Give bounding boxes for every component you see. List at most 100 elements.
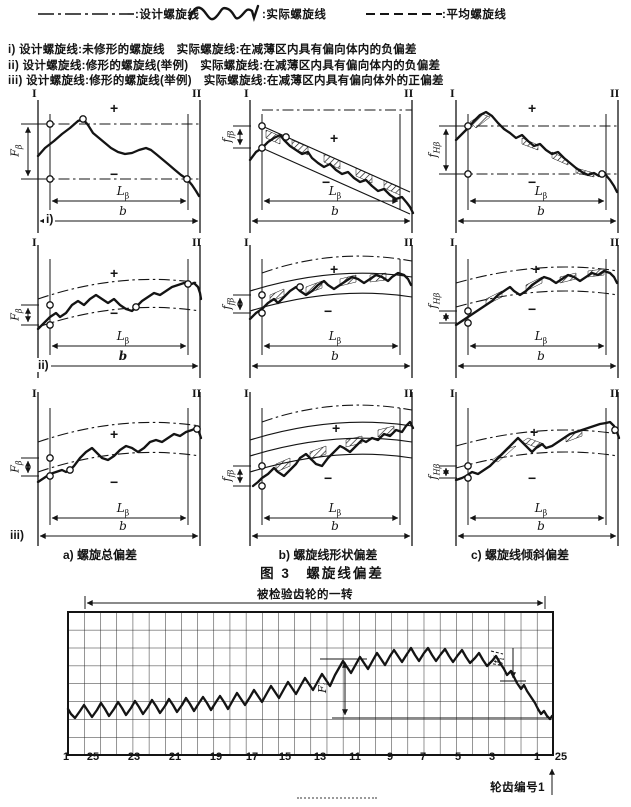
- plus-sign: +: [330, 261, 339, 277]
- datum-II: II: [404, 386, 414, 400]
- note-ii: ii) 设计螺旋线:修形的螺旋线(举例) 实际螺旋线:在减薄区内具有偏向体内的负…: [8, 60, 441, 72]
- datum-II: II: [192, 86, 202, 100]
- datum-I: I: [244, 86, 249, 100]
- plus-sign: +: [530, 424, 539, 440]
- deviation-label-Fb: Fβ: [8, 308, 24, 321]
- datum-II: II: [192, 386, 202, 400]
- datum-I: I: [450, 386, 455, 400]
- minus-sign: −: [110, 474, 119, 490]
- facewidth-label: b: [537, 349, 545, 363]
- diagram-ii-c: I II + − Lβ b fHβ: [426, 233, 631, 380]
- datum-I: I: [244, 386, 249, 400]
- axis-label: 15: [278, 751, 292, 763]
- minus-sign: −: [322, 174, 331, 190]
- wavy-line-sample: [188, 4, 260, 23]
- datum-I: I: [32, 386, 37, 400]
- cutoff-text-artifact: [297, 797, 377, 799]
- figure-caption: 图 3 螺旋线偏差: [260, 566, 384, 581]
- plus-sign: +: [110, 265, 119, 281]
- diagram-i-b: I II + − Lβ b ffβ: [220, 86, 425, 235]
- minus-sign: −: [110, 166, 119, 182]
- diagram-iii-c: I II + − Lβ b fHβ: [426, 378, 631, 548]
- minus-sign: −: [110, 305, 119, 321]
- plus-sign: +: [330, 130, 339, 146]
- axis-label: 7: [419, 751, 427, 763]
- eval-length-label: Lβ: [328, 184, 342, 201]
- diagram-iii-a: I II + − Lβ b Fβ iii): [8, 378, 213, 548]
- note-i: i) 设计螺旋线:未修形的螺旋线 实际螺旋线:在减薄区内具有偏向体内的负偏差: [8, 44, 417, 56]
- eval-length-label: Lβ: [534, 329, 548, 346]
- facewidth-label: b: [331, 519, 339, 533]
- facewidth-label: b: [537, 204, 545, 218]
- eval-length-label: Lβ: [328, 329, 342, 346]
- datum-II: II: [192, 235, 202, 249]
- tooth-number-label: 轮齿编号1: [490, 782, 545, 794]
- datum-II: II: [610, 86, 620, 100]
- deviation-label-Fb: Fβ: [8, 460, 24, 473]
- eval-length-label: Lβ: [116, 501, 130, 518]
- deviation-label-ffb: ffβ: [220, 469, 236, 482]
- axis-label: 3: [488, 751, 496, 763]
- deviation-label-ffb: ffβ: [220, 130, 236, 143]
- datum-I: I: [32, 235, 37, 249]
- deviation-label-fHb: fHβ: [426, 463, 442, 480]
- facewidth-label: b: [119, 519, 127, 533]
- facewidth-label: b: [331, 204, 339, 218]
- axis-label: 1: [533, 751, 541, 763]
- eval-length-label: Lβ: [116, 184, 130, 201]
- facewidth-label: b: [537, 519, 545, 533]
- axis-label: 5: [454, 751, 462, 763]
- chart-title: 被检验齿轮的一转: [257, 589, 353, 601]
- datum-II: II: [610, 386, 620, 400]
- axis-label: 11: [349, 751, 361, 763]
- eval-length-label: Lβ: [534, 501, 548, 518]
- tooth-deviation-label: fi′: [492, 655, 506, 664]
- datum-I: I: [450, 235, 455, 249]
- axis-label: 25: [86, 751, 100, 763]
- legend-design-label: :设计螺旋线: [135, 9, 200, 21]
- datum-II: II: [404, 235, 414, 249]
- plus-sign: +: [528, 100, 537, 116]
- deviation-label-ffb: ffβ: [220, 297, 236, 310]
- legend-actual-label: :实际螺旋线: [262, 9, 327, 21]
- legend-mean-label: :平均螺旋线: [442, 9, 507, 21]
- note-iii: iii) 设计螺旋线:修形的螺旋线(举例) 实际螺旋线:在减薄区内具有偏向体外的…: [8, 75, 444, 87]
- deviation-label-fHb: fHβ: [426, 292, 442, 309]
- facewidth-label: b: [118, 349, 128, 363]
- row-label-ii: ii): [36, 358, 51, 372]
- datum-II: II: [610, 235, 620, 249]
- axis-label: 1: [62, 751, 70, 763]
- helix-trace-chart: 被检验齿轮的一转 Fi′ fi′ 1 25 23 21 19 17 15 13 …: [55, 585, 580, 807]
- datum-I: I: [32, 86, 37, 100]
- plus-sign: +: [110, 100, 119, 116]
- plus-sign: +: [110, 426, 119, 442]
- row-label-i: i): [44, 212, 56, 226]
- minus-sign: −: [324, 470, 333, 486]
- axis-label: 21: [168, 751, 182, 763]
- datum-I: I: [450, 86, 455, 100]
- dashed-line-sample: [366, 13, 442, 15]
- facewidth-label: b: [119, 204, 127, 218]
- total-deviation-label: Fi′: [315, 680, 331, 693]
- plus-sign: +: [332, 420, 341, 436]
- minus-sign: −: [528, 301, 537, 317]
- chart-canvas: [66, 596, 555, 795]
- facewidth-label: b: [331, 349, 339, 363]
- eval-length-label: Lβ: [328, 501, 342, 518]
- diagram-ii-b: I II + − Lβ b ffβ: [220, 233, 425, 380]
- legend: :设计螺旋线 :实际螺旋线 :平均螺旋线: [0, 0, 631, 30]
- axis-label: 9: [386, 751, 394, 763]
- axis-label: 19: [209, 751, 223, 763]
- axis-label: 17: [245, 751, 259, 763]
- minus-sign: −: [528, 174, 537, 190]
- datum-II: II: [404, 86, 414, 100]
- row-label-iii: iii): [8, 528, 26, 542]
- diagram-i-a: I II + − Lβ b Fβ i): [8, 86, 213, 235]
- caption-a: a) 螺旋总偏差: [62, 548, 137, 562]
- diagram-ii-a: I II + − Lβ b Fβ ii): [8, 233, 213, 380]
- deviation-label-fHb: fHβ: [426, 141, 442, 158]
- datum-I: I: [244, 235, 249, 249]
- eval-length-label: Lβ: [534, 184, 548, 201]
- diagram-iii-b: I II + − Lβ b ffβ: [220, 378, 425, 548]
